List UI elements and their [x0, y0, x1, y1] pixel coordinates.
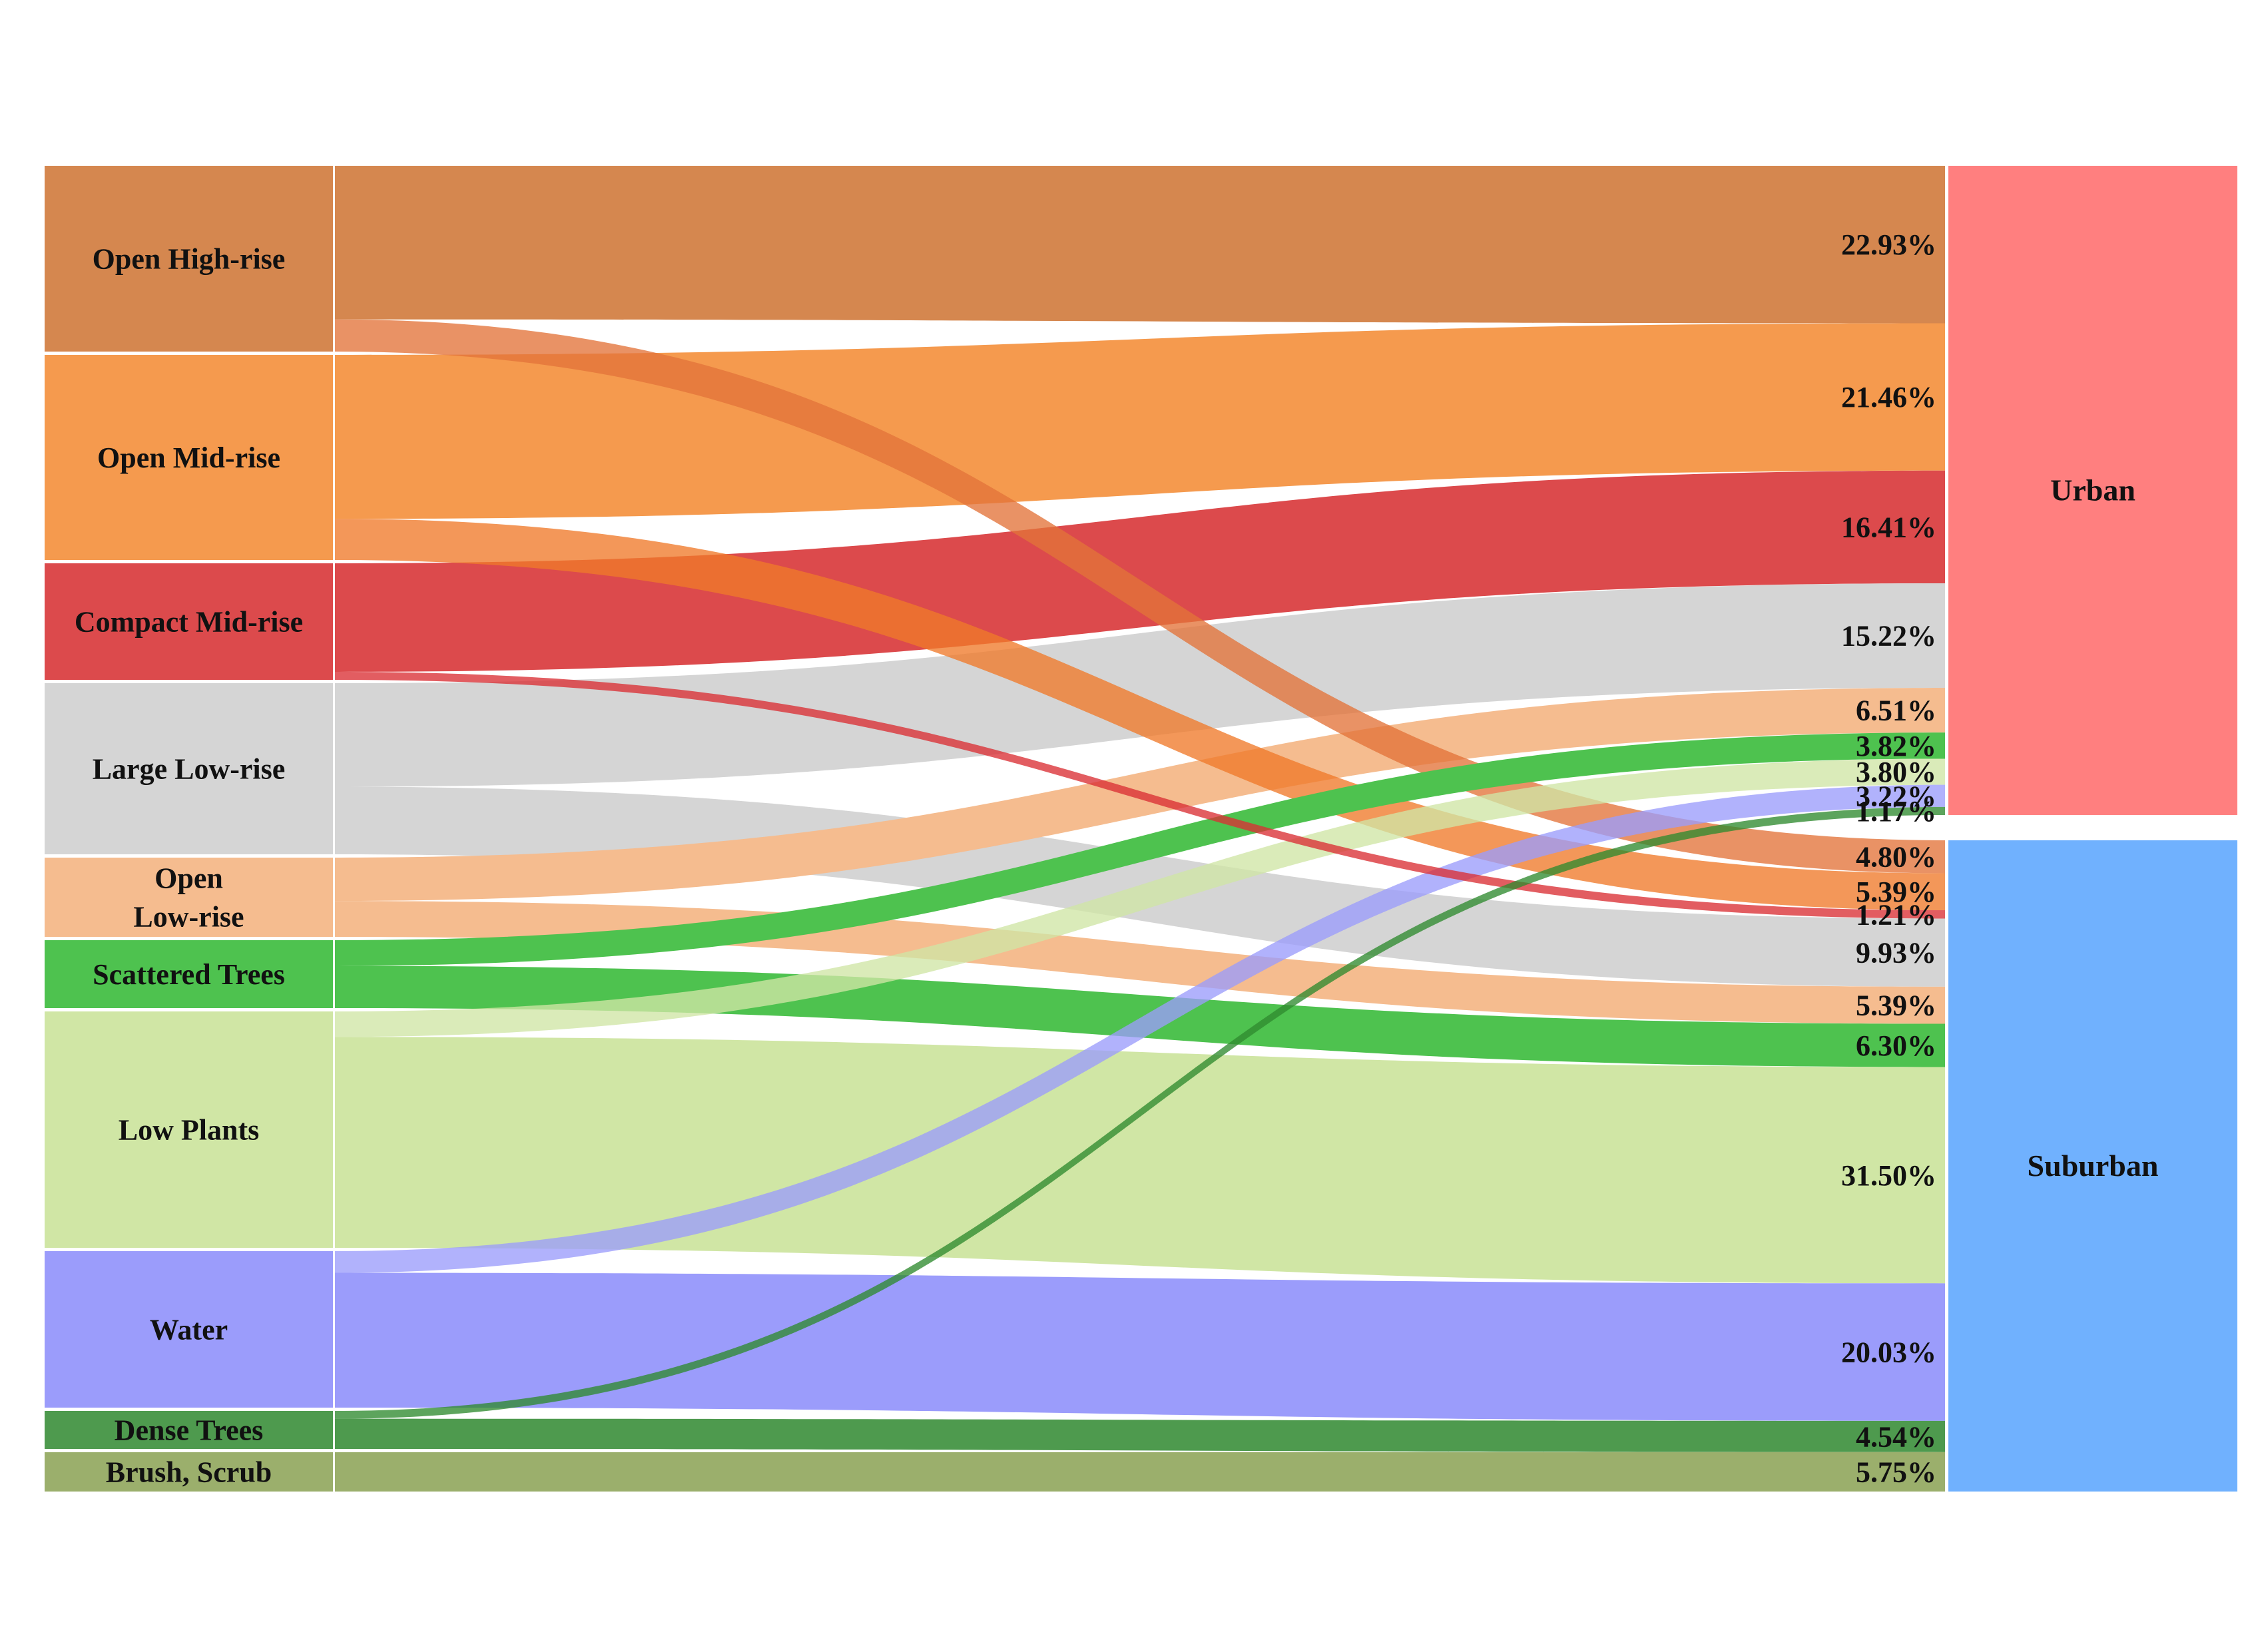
source-label: Low-rise: [133, 901, 244, 934]
flow-value-label: 20.03%: [1841, 1336, 1936, 1369]
flow-value-label: 9.93%: [1856, 937, 1936, 969]
source-node-open-mid-rise: [45, 355, 333, 560]
source-node-water: [45, 1251, 333, 1408]
flow-link-open-mid-rise-to-urban: [335, 323, 1945, 519]
source-node-large-low-rise: [45, 683, 333, 854]
source-node-compact-mid-rise: [45, 563, 333, 680]
source-label: Open: [154, 862, 223, 895]
source-label: Dense Trees: [115, 1414, 264, 1447]
flow-links: [335, 166, 1945, 1492]
source-label: Large Low-rise: [93, 753, 286, 786]
source-label: Compact Mid-rise: [75, 606, 303, 639]
flow-value-label: 22.93%: [1841, 228, 1936, 261]
source-node-dense-trees: [45, 1411, 333, 1449]
flow-value-label: 6.30%: [1856, 1029, 1936, 1062]
flow-value-label: 5.39%: [1856, 989, 1936, 1022]
flow-value-label: 5.39%: [1856, 876, 1936, 908]
flow-value-label: 6.51%: [1856, 694, 1936, 727]
source-label: Low Plants: [119, 1114, 259, 1147]
flow-link-scattered-trees-to-urban: [335, 732, 1945, 966]
source-label: Brush, Scrub: [106, 1456, 272, 1489]
source-node-scattered-trees: [45, 940, 333, 1008]
flow-link-low-plants-to-urban: [335, 758, 1945, 1037]
target-label: Urban: [2050, 473, 2135, 507]
source-node-open-low-rise: [45, 858, 333, 937]
flow-value-label: 15.22%: [1841, 619, 1936, 652]
flow-link-brush-scrub-to-suburban: [335, 1452, 1945, 1492]
source-nodes: Open High-rise Open Mid-rise Compact Mid-r…: [45, 166, 333, 1492]
source-node-brush-scrub: [45, 1452, 333, 1492]
flow-value-label: 3.80%: [1856, 756, 1936, 788]
flow-value-label: 5.75%: [1856, 1456, 1936, 1488]
target-node-suburban: [1948, 840, 2237, 1492]
flow-value-label: 21.46%: [1841, 381, 1936, 413]
flow-link-large-low-rise-to-urban: [335, 583, 1945, 787]
flow-link-open-high-rise-to-urban: [335, 166, 1945, 324]
flow-value-label: 16.41%: [1841, 511, 1936, 543]
flow-value-label: 4.80%: [1856, 841, 1936, 874]
flow-value-label: 31.50%: [1841, 1159, 1936, 1192]
source-node-low-plants: [45, 1011, 333, 1248]
target-nodes: Urban Suburban: [1948, 166, 2237, 1492]
flow-link-compact-mid-rise-to-suburban: [335, 671, 1945, 919]
source-node-open-high-rise: [45, 166, 333, 352]
flow-value-label: 1.17%: [1856, 795, 1936, 828]
flow-link-dense-trees-to-suburban: [335, 1418, 1945, 1452]
flow-value-label: 4.54%: [1856, 1420, 1936, 1453]
flow-value-label: 3.82%: [1856, 730, 1936, 762]
source-label: Open High-rise: [93, 243, 286, 276]
flow-percentage-labels: 22.93%21.46%16.41%15.22%6.51%3.82%3.80%3…: [1841, 228, 1936, 1488]
target-label: Suburban: [2028, 1149, 2159, 1183]
source-label: Water: [150, 1314, 228, 1346]
flow-link-water-to-suburban: [335, 1272, 1945, 1421]
source-label: Scattered Trees: [93, 958, 285, 991]
flow-link-open-high-rise-to-suburban: [335, 319, 1945, 874]
flow-link-water-to-urban: [335, 784, 1945, 1273]
flow-link-compact-mid-rise-to-urban: [335, 470, 1945, 672]
source-label: Open Mid-rise: [97, 441, 280, 474]
target-node-urban: [1948, 166, 2237, 815]
flow-link-open-mid-rise-to-suburban: [335, 519, 1945, 911]
flow-link-dense-trees-to-urban: [335, 806, 1945, 1419]
flow-value-label: 1.21%: [1856, 898, 1936, 931]
flow-value-label: 3.22%: [1856, 780, 1936, 812]
